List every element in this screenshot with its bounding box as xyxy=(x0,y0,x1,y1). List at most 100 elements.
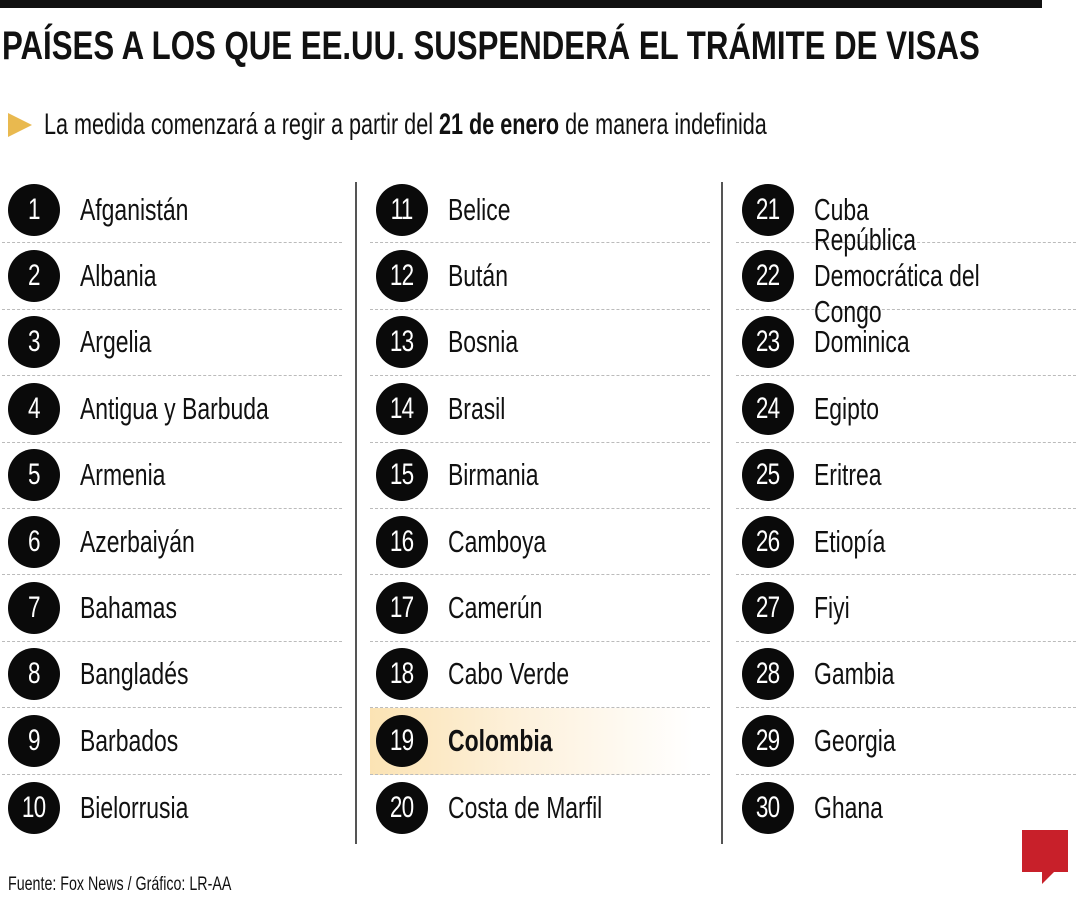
country-name: Ghana xyxy=(814,789,883,825)
country-name: Barbados xyxy=(80,722,179,758)
list-item: 11 Belice xyxy=(370,177,710,244)
number-label: 24 xyxy=(756,391,780,425)
list-item: 12 Bután xyxy=(370,243,710,310)
country-name: Armenia xyxy=(80,457,166,493)
number-label: 13 xyxy=(390,325,414,359)
number-badge: 23 xyxy=(742,316,794,369)
list-item: 23 Dominica xyxy=(736,310,1076,377)
list-item: 20 Costa de Marfil xyxy=(370,775,710,841)
country-name: Egipto xyxy=(814,390,880,426)
number-badge: 15 xyxy=(376,449,428,502)
country-name: Brasil xyxy=(448,390,506,426)
country-name: Afganistán xyxy=(80,191,189,227)
number-badge: 22 xyxy=(742,250,794,303)
number-label: 1 xyxy=(28,192,41,226)
country-name: Azerbaiyán xyxy=(80,523,195,559)
country-name: Bahamas xyxy=(80,590,177,626)
list-item: 5 Armenia xyxy=(2,443,342,509)
country-name: Cuba xyxy=(814,191,869,227)
list-item: 22 República Democrática del Congo xyxy=(736,222,1076,329)
country-name: Albania xyxy=(80,258,157,294)
number-badge: 26 xyxy=(742,515,794,568)
number-badge: 9 xyxy=(8,714,60,767)
number-label: 19 xyxy=(390,723,414,757)
number-badge: 16 xyxy=(376,515,428,568)
number-label: 22 xyxy=(756,259,780,293)
number-label: 12 xyxy=(390,259,414,293)
list-item: 4 Antigua y Barbuda xyxy=(2,376,342,443)
country-name: Costa de Marfil xyxy=(448,789,603,825)
triangle-bullet-icon xyxy=(8,113,32,137)
number-badge: 27 xyxy=(742,582,794,635)
number-badge: 10 xyxy=(8,781,60,834)
number-label: 20 xyxy=(390,790,414,824)
country-name: Birmania xyxy=(448,457,539,493)
list-item: 15 Birmania xyxy=(370,443,710,509)
number-badge: 13 xyxy=(376,316,428,369)
subtitle-date: 21 de enero xyxy=(439,108,560,141)
number-badge: 25 xyxy=(742,449,794,502)
number-badge: 11 xyxy=(376,183,428,236)
top-rule xyxy=(0,0,1042,8)
number-badge: 3 xyxy=(8,316,60,369)
country-name: Bután xyxy=(448,258,508,294)
column-divider xyxy=(355,182,357,844)
country-name: Camboya xyxy=(448,523,547,559)
number-label: 2 xyxy=(28,259,41,293)
number-badge: 24 xyxy=(742,382,794,435)
subtitle-text: La medida comenzará a regir a partir del xyxy=(44,108,440,141)
list-item: 6 Azerbaiyán xyxy=(2,509,342,576)
number-badge: 20 xyxy=(376,781,428,834)
list-item: 13 Bosnia xyxy=(370,310,710,377)
country-name: Dominica xyxy=(814,324,910,360)
number-label: 10 xyxy=(22,790,46,824)
country-name: Gambia xyxy=(814,656,895,692)
list-item: 1 Afganistán xyxy=(2,177,342,244)
list-item: 30 Ghana xyxy=(736,775,1076,841)
subtitle-text-end: de manera indefinida xyxy=(559,108,767,141)
list-item: 28 Gambia xyxy=(736,642,1076,709)
subtitle: La medida comenzará a regir a partir del… xyxy=(8,108,1048,142)
country-name: Georgia xyxy=(814,722,896,758)
list-item: 27 Fiyi xyxy=(736,575,1076,642)
number-label: 18 xyxy=(390,657,414,691)
number-label: 21 xyxy=(756,192,780,226)
number-label: 30 xyxy=(756,790,780,824)
page-title: PAÍSES A LOS QUE EE.UU. SUSPENDERÁ EL TR… xyxy=(2,24,980,68)
number-badge: 5 xyxy=(8,449,60,502)
country-name: Bosnia xyxy=(448,324,519,360)
country-name: Belice xyxy=(448,191,511,227)
number-badge: 21 xyxy=(742,183,794,236)
number-badge: 18 xyxy=(376,648,428,701)
number-badge: 7 xyxy=(8,582,60,635)
number-label: 11 xyxy=(391,192,414,226)
number-label: 7 xyxy=(28,591,41,625)
country-name: Fiyi xyxy=(814,590,850,626)
number-label: 5 xyxy=(28,458,41,492)
country-name: Bielorrusia xyxy=(80,789,189,825)
list-item: 9 Barbados xyxy=(2,708,342,775)
number-label: 3 xyxy=(28,325,41,359)
number-label: 9 xyxy=(28,723,41,757)
number-badge: 2 xyxy=(8,250,60,303)
number-badge: 28 xyxy=(742,648,794,701)
list-item: 8 Bangladés xyxy=(2,642,342,709)
number-label: 14 xyxy=(390,391,414,425)
number-label: 28 xyxy=(756,657,780,691)
number-label: 27 xyxy=(756,591,780,625)
list-item: 29 Georgia xyxy=(736,708,1076,775)
country-column-3: 21 Cuba 22 República Democrática del Congo 2… xyxy=(736,177,1076,841)
list-item: 10 Bielorrusia xyxy=(2,775,342,841)
number-badge: 14 xyxy=(376,382,428,435)
number-badge: 1 xyxy=(8,183,60,236)
country-name: Cabo Verde xyxy=(448,656,570,692)
country-name: Bangladés xyxy=(80,656,189,692)
list-item: 14 Brasil xyxy=(370,376,710,443)
number-label: 23 xyxy=(756,325,780,359)
source-note: Fuente: Fox News / Gráfico: LR-AA xyxy=(8,874,232,895)
list-item: 25 Eritrea xyxy=(736,443,1076,509)
number-badge: 4 xyxy=(8,382,60,435)
list-item: 26 Etiopía xyxy=(736,509,1076,576)
country-name: Eritrea xyxy=(814,457,882,493)
number-label: 16 xyxy=(390,524,414,558)
